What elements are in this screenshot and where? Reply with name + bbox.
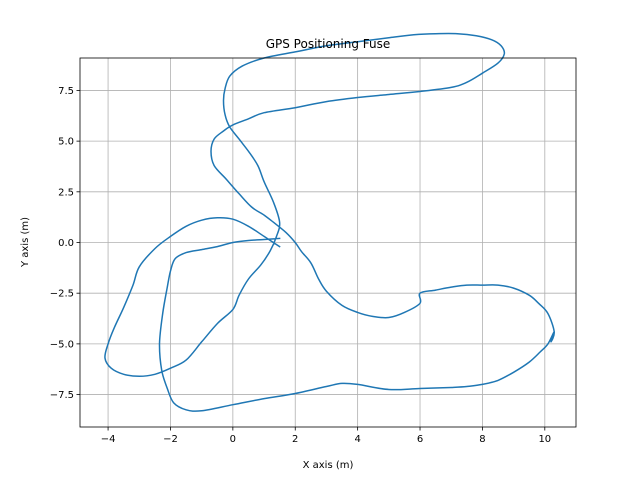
y-tick-label: −5.0 [50, 339, 74, 350]
y-tick-label: 2.5 [58, 187, 74, 198]
chart-title: GPS Positioning Fuse [266, 37, 391, 51]
x-tick-label: −4 [101, 434, 116, 445]
trajectory-line [104, 32, 555, 412]
x-axis: −4 −2 0 2 4 6 8 10 [101, 427, 551, 445]
x-tick-label: 10 [538, 434, 551, 445]
x-tick-label: −2 [163, 434, 178, 445]
x-tick-label: 0 [230, 434, 236, 445]
x-tick-label: 4 [354, 434, 360, 445]
y-tick-label: −7.5 [50, 390, 74, 401]
x-tick-label: 6 [417, 434, 423, 445]
y-tick-label: 7.5 [58, 86, 74, 97]
x-axis-label: X axis (m) [303, 460, 354, 471]
x-tick-label: 2 [292, 434, 298, 445]
y-axis-label: Y axis (m) [20, 217, 31, 268]
y-tick-label: 0.0 [58, 238, 74, 249]
y-tick-label: −2.5 [50, 289, 74, 300]
plot-area [104, 32, 555, 412]
y-axis: −7.5 −5.0 −2.5 0.0 2.5 5.0 7.5 [50, 86, 80, 401]
y-tick-label: 5.0 [58, 137, 74, 148]
x-tick-label: 8 [479, 434, 485, 445]
